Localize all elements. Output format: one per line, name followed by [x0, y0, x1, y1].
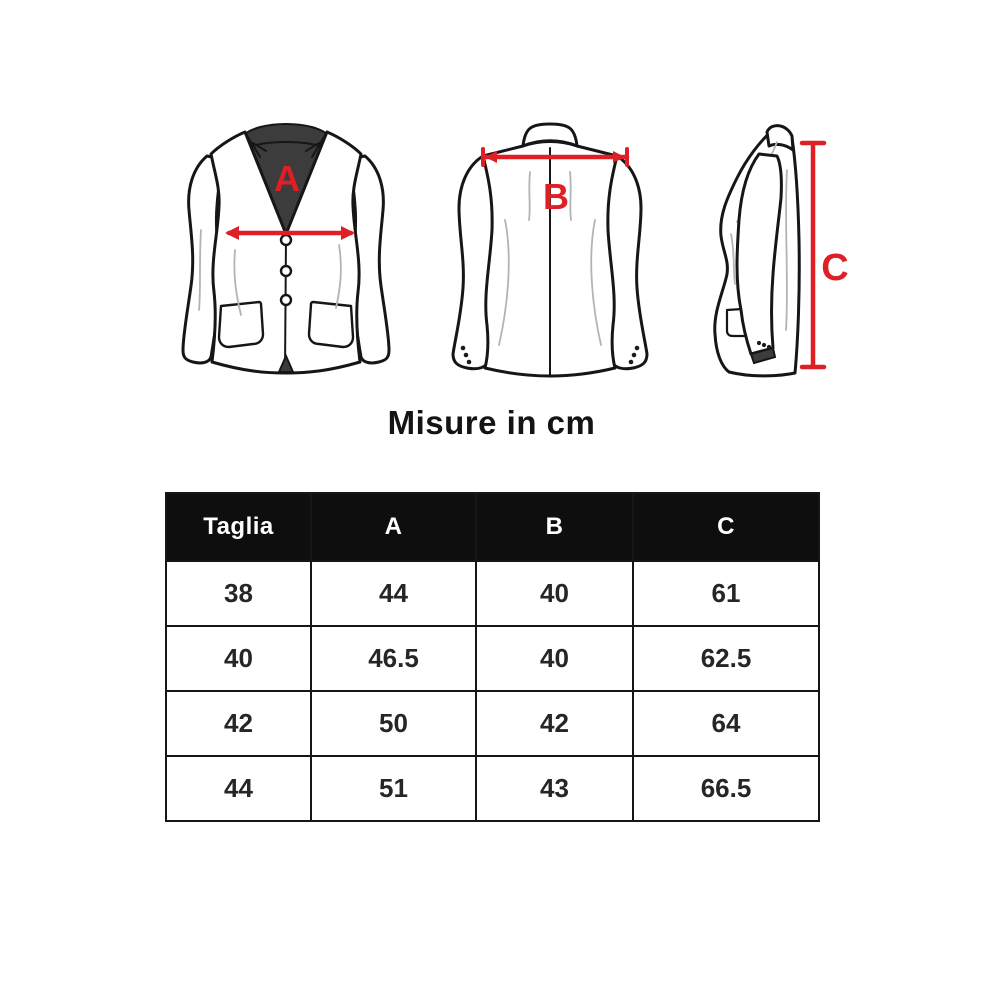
measure-cell: 51 — [310, 755, 477, 822]
size-cell: 38 — [165, 560, 312, 627]
measure-cell: 42 — [475, 690, 634, 757]
measure-label-c: C — [821, 247, 848, 289]
jacket-back-illustration: B — [451, 122, 649, 378]
measure-arrow-a — [225, 226, 355, 240]
measure-cell: 43 — [475, 755, 634, 822]
header-c: C — [632, 492, 820, 562]
header-taglia: Taglia — [165, 492, 312, 562]
header-b: B — [475, 492, 634, 562]
table-header-row: Taglia A B C — [165, 492, 820, 562]
side-cuff-buttons — [756, 340, 772, 350]
table-row: 44 51 43 66.5 — [165, 755, 820, 822]
measure-cell: 66.5 — [632, 755, 820, 822]
measure-cell: 50 — [310, 690, 477, 757]
measure-cell: 62.5 — [632, 625, 820, 692]
side-cuff-band — [749, 346, 777, 365]
front-button-2 — [279, 264, 293, 278]
header-a: A — [310, 492, 477, 562]
measure-cell: 46.5 — [310, 625, 477, 692]
front-button-3 — [279, 293, 293, 307]
measure-line-c — [799, 140, 827, 370]
size-table: Taglia A B C 38 44 40 61 40 46.5 40 62.5… — [165, 492, 820, 822]
table-row: 38 44 40 61 — [165, 560, 820, 627]
back-cuff-buttons — [460, 345, 640, 365]
size-cell: 44 — [165, 755, 312, 822]
side-collar — [765, 124, 795, 152]
table-row: 40 46.5 40 62.5 — [165, 625, 820, 692]
side-creases — [730, 169, 788, 331]
measure-cell: 64 — [632, 690, 820, 757]
front-creases — [198, 229, 342, 316]
measure-cell: 40 — [475, 560, 634, 627]
measure-cell: 40 — [475, 625, 634, 692]
table-row: 42 50 42 64 — [165, 690, 820, 757]
front-left-pocket — [217, 300, 265, 349]
front-hem-vent — [277, 353, 295, 373]
measure-cell: 61 — [632, 560, 820, 627]
measure-cell: 44 — [310, 560, 477, 627]
size-cell: 42 — [165, 690, 312, 757]
front-right-pocket — [307, 300, 355, 349]
page-title: Misure in cm — [387, 404, 596, 441]
front-lapel-notch-right — [305, 131, 328, 158]
measure-label-a: A — [274, 158, 300, 199]
measure-arrow-b — [480, 147, 630, 167]
jacket-side-illustration: C — [713, 124, 849, 378]
jacket-front-illustration: A — [181, 123, 391, 375]
front-lapel-notch-left — [244, 131, 267, 158]
size-cell: 40 — [165, 625, 312, 692]
back-creases — [498, 171, 602, 346]
front-button-1 — [279, 233, 293, 247]
measure-label-b: B — [543, 176, 569, 217]
